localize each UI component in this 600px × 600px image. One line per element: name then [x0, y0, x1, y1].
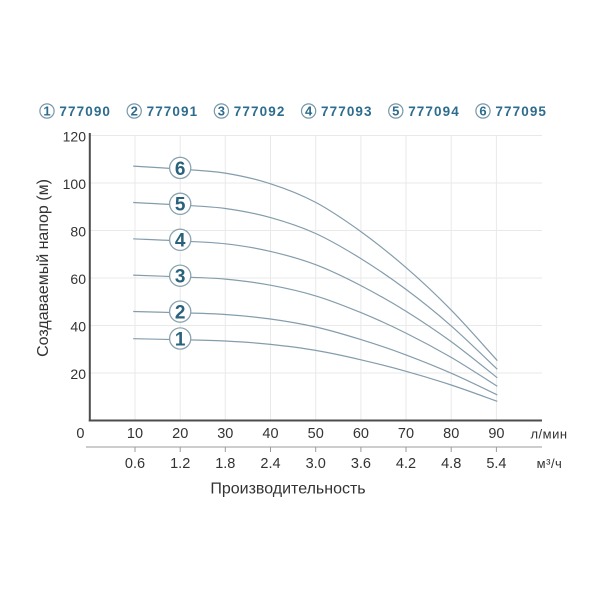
svg-text:777093: 777093 [321, 104, 373, 119]
svg-text:6: 6 [175, 159, 186, 180]
svg-text:0.6: 0.6 [125, 456, 145, 472]
svg-text:777094: 777094 [408, 104, 460, 119]
svg-text:60: 60 [353, 426, 369, 442]
svg-text:777095: 777095 [495, 104, 547, 119]
svg-text:3: 3 [175, 267, 186, 288]
svg-text:90: 90 [488, 426, 504, 442]
svg-text:3.0: 3.0 [306, 456, 326, 472]
svg-text:5: 5 [392, 104, 399, 119]
svg-text:1.2: 1.2 [170, 456, 190, 472]
svg-text:Производительность: Производительность [210, 481, 365, 498]
svg-text:5: 5 [175, 195, 186, 216]
svg-text:0: 0 [76, 426, 84, 442]
svg-text:30: 30 [217, 426, 233, 442]
svg-text:2.4: 2.4 [260, 456, 280, 472]
svg-text:80: 80 [443, 426, 459, 442]
svg-text:100: 100 [63, 176, 87, 192]
svg-text:777092: 777092 [234, 104, 286, 119]
svg-text:10: 10 [127, 426, 143, 442]
svg-text:777091: 777091 [147, 104, 199, 119]
svg-text:3: 3 [218, 104, 225, 119]
svg-text:20: 20 [70, 366, 86, 382]
svg-text:2: 2 [131, 104, 138, 119]
svg-text:60: 60 [70, 271, 86, 287]
svg-text:40: 40 [262, 426, 278, 442]
svg-text:1.8: 1.8 [215, 456, 235, 472]
svg-text:л/мин: л/мин [530, 427, 567, 442]
svg-text:Создаваемый напор (м): Создаваемый напор (м) [35, 179, 52, 357]
svg-text:120: 120 [63, 129, 87, 145]
svg-text:5.4: 5.4 [486, 456, 506, 472]
svg-text:2: 2 [175, 303, 186, 324]
svg-text:1: 1 [175, 329, 186, 350]
svg-text:4.8: 4.8 [441, 456, 461, 472]
svg-text:4: 4 [305, 104, 313, 119]
svg-text:20: 20 [172, 426, 188, 442]
svg-text:3.6: 3.6 [351, 456, 371, 472]
svg-text:70: 70 [398, 426, 414, 442]
svg-text:6: 6 [479, 104, 486, 119]
svg-text:50: 50 [308, 426, 324, 442]
svg-text:1: 1 [43, 104, 50, 119]
svg-text:80: 80 [70, 224, 86, 240]
svg-text:40: 40 [70, 319, 86, 335]
svg-text:м³/ч: м³/ч [537, 456, 563, 471]
svg-text:4: 4 [175, 231, 186, 252]
svg-text:777090: 777090 [59, 104, 111, 119]
svg-text:4.2: 4.2 [396, 456, 416, 472]
